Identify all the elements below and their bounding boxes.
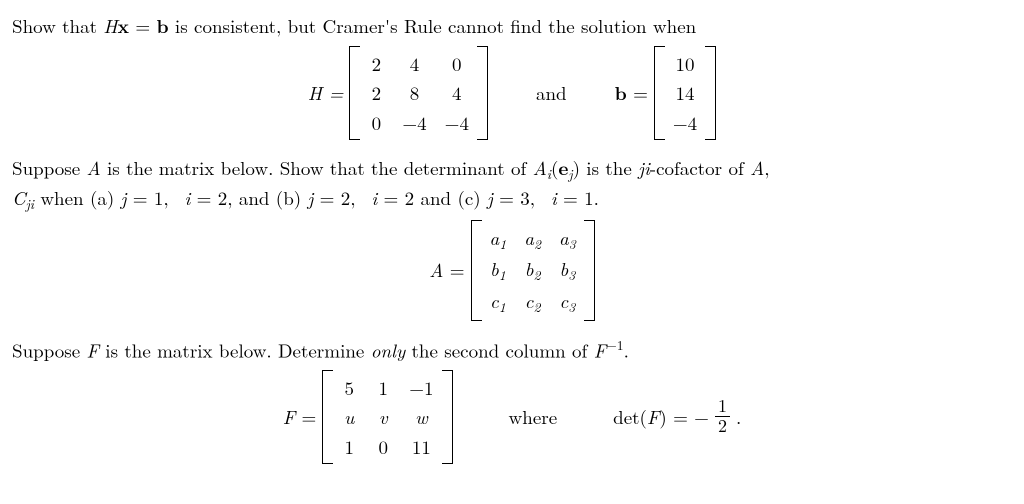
h-cell: 0 <box>368 109 384 137</box>
h-cell: 8 <box>402 79 426 107</box>
t: is the <box>580 154 638 181</box>
problem-2-display: A = a1 a2 a3 b1 b2 b3 c1 c2 c3 <box>12 220 1012 321</box>
f-cell: 11 <box>409 433 433 461</box>
matrix-A: A = a1 a2 a3 b1 b2 b3 c1 c2 c3 <box>429 220 594 321</box>
h-cell: 4 <box>445 79 469 107</box>
b-cell: −4 <box>673 109 697 137</box>
fraction: 1 2 <box>715 397 730 436</box>
problem-2-text: Suppose A is the matrix below. Show that… <box>12 154 1012 213</box>
f-cell: 5 <box>341 374 357 402</box>
a-label: A = <box>429 256 464 284</box>
a-cell: c2 <box>524 287 541 317</box>
t: , and (b) <box>227 184 307 211</box>
t: Suppose <box>12 336 87 363</box>
f-cell: u <box>341 403 357 431</box>
h-cell: −4 <box>402 109 426 137</box>
problem-3-text: Suppose F is the matrix below. Determine… <box>12 335 1012 364</box>
h-cell: 0 <box>445 50 469 78</box>
a-cell: c1 <box>490 287 507 317</box>
conj-and: and <box>536 79 567 107</box>
f-cell: 1 <box>375 374 391 402</box>
matrix-H: H = 2 4 0 2 8 4 0 −4 −4 <box>308 46 488 141</box>
where: where <box>509 403 558 431</box>
matrix-F: F = 5 1 −1 u v w 1 0 11 <box>283 370 453 465</box>
b-cell: 14 <box>673 79 697 107</box>
f-cell: 0 <box>375 433 391 461</box>
a-cell: b1 <box>490 255 507 285</box>
b-cell: 10 <box>673 50 697 78</box>
f-label: F = <box>283 403 317 431</box>
h-label: H = <box>308 79 344 107</box>
a-cell: a3 <box>559 224 576 254</box>
h-cell: 4 <box>402 50 426 78</box>
t: is the matrix below. Determine <box>99 336 371 363</box>
t: det( <box>613 403 647 430</box>
t: when (a) <box>34 184 121 211</box>
a-cell: a2 <box>524 224 541 254</box>
det-expr: det(F) = − 1 2 . <box>613 397 741 436</box>
f-cell: w <box>409 403 433 431</box>
h-cell: −4 <box>445 109 469 137</box>
vector-b: b = 10 14 −4 <box>615 46 717 141</box>
a-cell: a1 <box>490 224 507 254</box>
problem-3-display: F = 5 1 −1 u v w 1 0 11 where det(F) = −… <box>12 370 1012 465</box>
only: only <box>371 336 406 363</box>
t: Suppose <box>12 154 87 181</box>
h-cell: 2 <box>368 50 384 78</box>
f-cell: −1 <box>409 374 433 402</box>
f-cell: v <box>375 403 391 431</box>
t: -cofactor of <box>650 154 750 181</box>
t: the second column of <box>405 336 594 363</box>
t: and (c) <box>414 184 487 211</box>
a-cell: c3 <box>559 287 576 317</box>
f-cell: 1 <box>341 433 357 461</box>
a-cell: b3 <box>559 255 576 285</box>
frac-den: 2 <box>715 417 730 436</box>
problem-1-display: H = 2 4 0 2 8 4 0 −4 −4 and b = 10 14 <box>12 46 1012 141</box>
t: . <box>736 403 741 431</box>
t: is the matrix below. Show that the deter… <box>101 154 533 181</box>
a-cell: b2 <box>524 255 541 285</box>
t: ) = − <box>659 403 709 430</box>
problem-1-text: Show that Hx = b is consistent, but Cram… <box>12 12 1012 40</box>
b-label: b = <box>615 79 648 107</box>
h-cell: 2 <box>368 79 384 107</box>
